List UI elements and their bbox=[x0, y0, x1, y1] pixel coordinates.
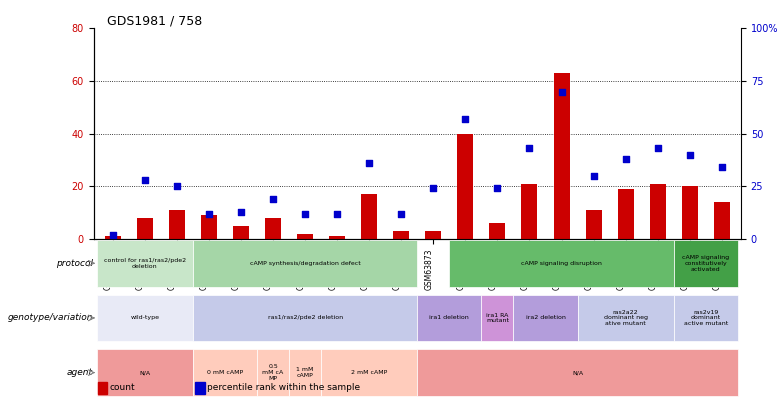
Bar bbox=[233, 226, 249, 239]
Bar bbox=[169, 210, 185, 239]
FancyBboxPatch shape bbox=[674, 240, 738, 287]
Text: ira2 deletion: ira2 deletion bbox=[526, 315, 566, 320]
Bar bbox=[682, 186, 698, 239]
Bar bbox=[489, 223, 505, 239]
FancyBboxPatch shape bbox=[513, 294, 577, 341]
FancyBboxPatch shape bbox=[97, 294, 193, 341]
Bar bbox=[522, 184, 537, 239]
FancyBboxPatch shape bbox=[449, 240, 674, 287]
Text: 2 mM cAMP: 2 mM cAMP bbox=[351, 370, 388, 375]
Text: GDS1981 / 758: GDS1981 / 758 bbox=[107, 14, 202, 27]
Point bbox=[459, 116, 472, 122]
Point bbox=[235, 208, 247, 215]
Text: genotype/variation: genotype/variation bbox=[8, 313, 93, 322]
Text: N/A: N/A bbox=[140, 370, 151, 375]
Text: 1 mM
cAMP: 1 mM cAMP bbox=[296, 367, 314, 378]
Point bbox=[363, 160, 375, 166]
Text: ira1 RA
mutant: ira1 RA mutant bbox=[486, 313, 509, 323]
Text: agent: agent bbox=[67, 368, 93, 377]
Bar bbox=[393, 231, 410, 239]
Point bbox=[203, 211, 215, 217]
Text: count: count bbox=[109, 384, 135, 392]
Text: N/A: N/A bbox=[572, 370, 583, 375]
Text: ras2a22
dominant neg
ative mutant: ras2a22 dominant neg ative mutant bbox=[604, 310, 647, 326]
Bar bbox=[136, 218, 153, 239]
FancyBboxPatch shape bbox=[193, 349, 257, 396]
Text: control for ras1/ras2/pde2
deletion: control for ras1/ras2/pde2 deletion bbox=[104, 258, 186, 269]
Bar bbox=[714, 202, 730, 239]
Bar bbox=[105, 237, 121, 239]
Bar bbox=[297, 234, 313, 239]
FancyBboxPatch shape bbox=[417, 349, 738, 396]
Text: cAMP synthesis/degradation defect: cAMP synthesis/degradation defect bbox=[250, 261, 360, 266]
FancyBboxPatch shape bbox=[417, 294, 481, 341]
Point bbox=[619, 156, 632, 162]
Point bbox=[587, 173, 600, 179]
FancyBboxPatch shape bbox=[97, 349, 193, 396]
Bar bbox=[586, 210, 601, 239]
FancyBboxPatch shape bbox=[674, 294, 738, 341]
Point bbox=[171, 183, 183, 190]
Point bbox=[715, 164, 728, 171]
FancyBboxPatch shape bbox=[97, 240, 193, 287]
Point bbox=[139, 177, 151, 183]
Point bbox=[491, 185, 504, 192]
Text: percentile rank within the sample: percentile rank within the sample bbox=[207, 384, 360, 392]
FancyBboxPatch shape bbox=[193, 240, 417, 287]
FancyBboxPatch shape bbox=[257, 349, 289, 396]
Point bbox=[651, 145, 664, 151]
Bar bbox=[329, 237, 346, 239]
Point bbox=[299, 211, 311, 217]
Bar bbox=[425, 231, 441, 239]
Text: cAMP signaling disruption: cAMP signaling disruption bbox=[521, 261, 602, 266]
Bar bbox=[457, 134, 473, 239]
Bar bbox=[98, 382, 108, 394]
Point bbox=[555, 88, 568, 95]
FancyBboxPatch shape bbox=[193, 294, 417, 341]
Text: 0.5
mM cA
MP: 0.5 mM cA MP bbox=[262, 364, 284, 381]
Bar bbox=[618, 189, 633, 239]
Point bbox=[267, 196, 279, 202]
Point bbox=[523, 145, 536, 151]
Point bbox=[427, 185, 440, 192]
Point bbox=[683, 151, 696, 158]
Bar bbox=[554, 73, 569, 239]
FancyBboxPatch shape bbox=[321, 349, 417, 396]
Text: ras2v19
dominant
active mutant: ras2v19 dominant active mutant bbox=[683, 310, 728, 326]
FancyBboxPatch shape bbox=[481, 294, 513, 341]
Bar bbox=[201, 215, 217, 239]
Text: 0 mM cAMP: 0 mM cAMP bbox=[207, 370, 243, 375]
Text: wild-type: wild-type bbox=[130, 315, 159, 320]
Bar bbox=[195, 382, 204, 394]
Text: cAMP signaling
constitutively
activated: cAMP signaling constitutively activated bbox=[682, 255, 729, 271]
Bar bbox=[361, 194, 378, 239]
Text: ras1/ras2/pde2 deletion: ras1/ras2/pde2 deletion bbox=[268, 315, 342, 320]
Point bbox=[331, 211, 343, 217]
Text: ira1 deletion: ira1 deletion bbox=[430, 315, 470, 320]
Bar bbox=[265, 218, 281, 239]
Text: protocol: protocol bbox=[56, 259, 93, 268]
Point bbox=[107, 232, 119, 238]
Point bbox=[395, 211, 407, 217]
FancyBboxPatch shape bbox=[289, 349, 321, 396]
Bar bbox=[650, 184, 665, 239]
FancyBboxPatch shape bbox=[577, 294, 674, 341]
